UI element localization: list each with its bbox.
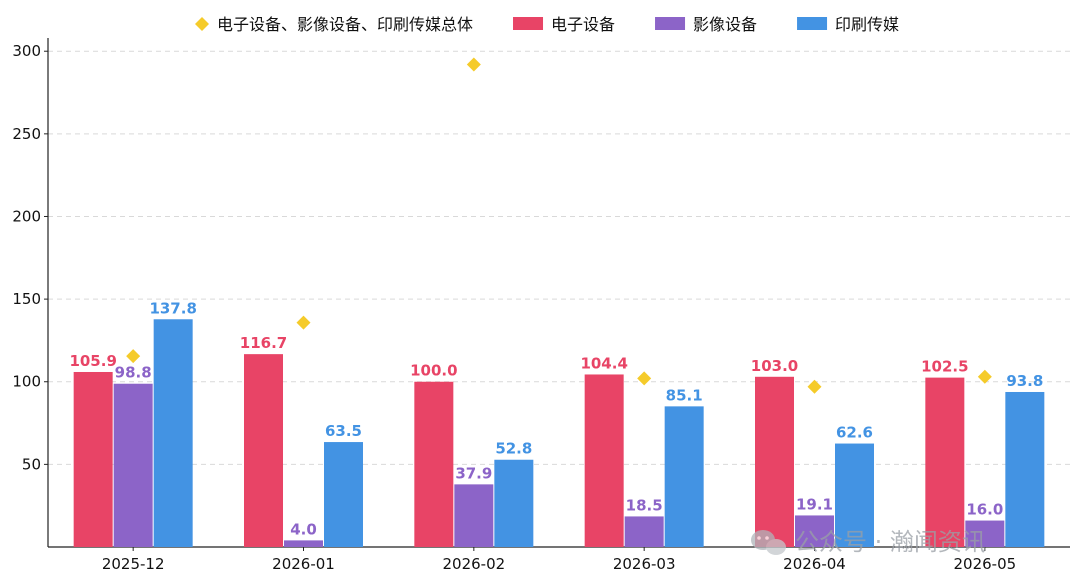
y-tick-label: 100	[12, 373, 41, 391]
data-label: 98.8	[115, 364, 152, 382]
legend-swatch	[513, 17, 544, 30]
legend-label: 印刷传媒	[835, 15, 899, 34]
diamond-marker	[296, 315, 311, 330]
bar	[324, 442, 363, 547]
data-label: 19.1	[796, 495, 833, 513]
x-tick-label: 2026-01	[272, 555, 335, 573]
legend-item: 印刷传媒	[797, 15, 899, 34]
x-tick-label: 2026-03	[613, 555, 676, 573]
diamond-marker	[807, 379, 822, 394]
diamond-marker	[126, 349, 141, 364]
data-label: 52.8	[495, 440, 532, 458]
legend: 电子设备、影像设备、印刷传媒总体 电子设备 影像设备 印刷传媒	[195, 15, 899, 34]
bar	[795, 515, 834, 547]
bar	[113, 383, 153, 547]
bar	[965, 520, 1005, 547]
legend-swatch	[797, 17, 828, 30]
x-tick-label: 2026-02	[442, 555, 505, 573]
data-label: 85.1	[666, 386, 703, 404]
bar	[925, 377, 965, 547]
data-label: 18.5	[626, 496, 663, 514]
y-tick-label: 50	[22, 455, 41, 473]
bar	[755, 376, 794, 547]
legend-swatch	[655, 17, 686, 30]
watermark: 公众号 · 瀚闻资讯	[751, 528, 986, 556]
legend-item: 影像设备	[655, 15, 757, 34]
y-tick-label: 300	[12, 42, 41, 60]
data-labels-layer: 105.998.8 137.8 116.7 4.0 63.5 100.0 37.952.8 1…	[69, 299, 1043, 538]
x-tick-label: 2026-04	[783, 555, 846, 573]
legend-label: 电子设备、影像设备、印刷传媒总体	[217, 15, 473, 34]
data-label: 16.0	[966, 501, 1003, 519]
legend-item: 电子设备	[513, 15, 615, 34]
bar	[454, 484, 494, 547]
legend-swatch-diamond	[195, 17, 209, 31]
x-tick-label: 2025-12	[102, 555, 165, 573]
wechat-icon	[751, 530, 786, 555]
y-tick-label: 150	[12, 290, 41, 308]
bar	[414, 381, 454, 547]
bar	[73, 371, 113, 547]
bar	[494, 459, 534, 547]
data-label: 100.0	[410, 362, 457, 380]
y-tick-label: 250	[12, 125, 41, 143]
data-label: 102.5	[921, 358, 968, 376]
bar	[835, 443, 874, 547]
data-label: 103.0	[751, 357, 798, 375]
data-label: 105.9	[69, 352, 116, 370]
bar	[244, 354, 283, 547]
data-label: 93.8	[1006, 372, 1043, 390]
legend-item: 电子设备、影像设备、印刷传媒总体	[195, 15, 473, 34]
data-label: 116.7	[240, 334, 287, 352]
diamond-marker	[637, 371, 652, 386]
bars-layer	[73, 319, 1045, 547]
data-label: 137.8	[149, 299, 196, 317]
x-tick-label: 2026-05	[953, 555, 1016, 573]
grid-layer	[48, 50, 1070, 465]
bar	[584, 374, 624, 547]
data-label: 63.5	[325, 422, 362, 440]
legend-label: 影像设备	[693, 15, 757, 34]
data-label: 4.0	[290, 520, 317, 538]
diamond-marker	[466, 57, 481, 72]
data-label: 62.6	[836, 424, 873, 442]
y-tick-label: 200	[12, 207, 41, 225]
data-label: 37.9	[455, 464, 492, 482]
legend-label: 电子设备	[551, 15, 615, 34]
bar	[1005, 391, 1045, 547]
bar	[664, 406, 704, 547]
bar	[284, 540, 323, 547]
diamond-marker	[977, 369, 992, 384]
bar	[624, 516, 664, 547]
data-label: 104.4	[580, 354, 627, 372]
axes-layer: 50 100 150 200 250 300 2025-12 2026-01 2026-02 20…	[12, 38, 1070, 573]
markers-layer	[126, 57, 992, 394]
bar	[153, 319, 193, 547]
watermark-text: 公众号 · 瀚闻资讯	[795, 528, 986, 556]
